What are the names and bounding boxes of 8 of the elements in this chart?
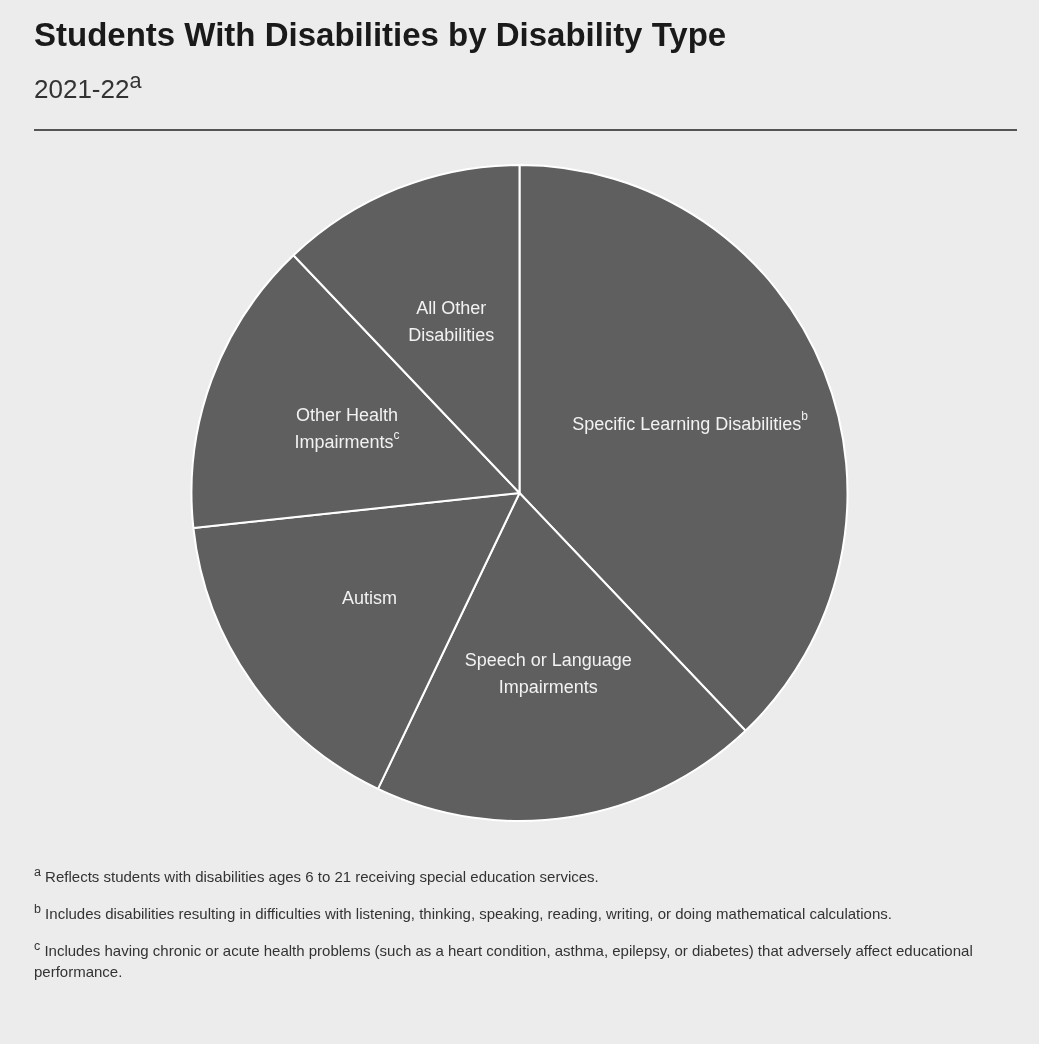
text: $^{b}$ Includes disabilities resulting in difficulties with listening, thinking, speaking, reading, writing, or doing mathematical calculations. — [34, 901, 893, 924]
slice-label: Autism — [342, 588, 398, 609]
text: $^{a}$ Reflects students with disabilities ages 6 to 21 receiving special education services. — [34, 864, 600, 887]
slice-label: All Other Disabilities — [408, 297, 495, 345]
text: $^{c}$ Includes having chronic or acute health problems (such as a heart condition, asthma, epilepsy, or diabetes) that adversely affect educational performance. — [34, 938, 974, 982]
slice-label: Speech or Language Impairments — [464, 649, 632, 697]
chart-title: Students With Disabilities by Disability Type — [34, 16, 727, 54]
chart-subtitle: 2021-22$^{a}$ — [34, 68, 142, 105]
